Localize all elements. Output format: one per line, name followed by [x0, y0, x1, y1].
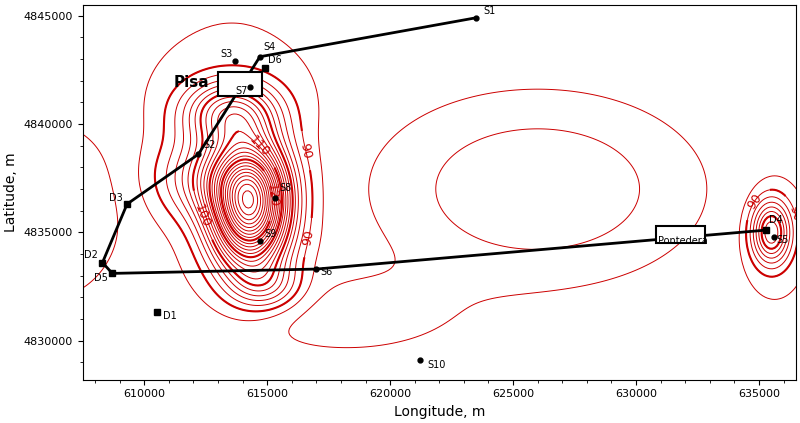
Text: D2: D2 — [84, 250, 98, 261]
Text: 90: 90 — [301, 229, 317, 247]
Text: S5: S5 — [776, 235, 789, 245]
Text: 90: 90 — [786, 204, 800, 223]
Text: 90: 90 — [745, 191, 764, 212]
Text: S9: S9 — [265, 229, 277, 239]
Text: 100: 100 — [192, 202, 213, 229]
Text: 90: 90 — [298, 141, 314, 160]
Bar — [218, 72, 262, 96]
Text: D6: D6 — [269, 55, 282, 66]
Text: 120: 120 — [265, 183, 280, 208]
Text: S8: S8 — [279, 183, 292, 193]
Text: S4: S4 — [263, 42, 276, 52]
Text: S2: S2 — [203, 140, 216, 150]
Text: D5: D5 — [94, 273, 108, 283]
Y-axis label: Latitude, m: Latitude, m — [4, 152, 18, 232]
Text: S10: S10 — [427, 360, 446, 370]
Bar — [656, 226, 705, 243]
Text: S3: S3 — [221, 49, 233, 59]
Text: S6: S6 — [320, 266, 332, 277]
X-axis label: Longitude, m: Longitude, m — [394, 405, 485, 419]
Text: Pontedera: Pontedera — [658, 236, 708, 246]
Text: D3: D3 — [109, 193, 122, 203]
Text: S1: S1 — [483, 5, 496, 16]
Text: Pisa: Pisa — [174, 75, 210, 90]
Text: S7: S7 — [235, 86, 248, 96]
Text: D4: D4 — [769, 214, 782, 225]
Text: D1: D1 — [162, 311, 177, 321]
Text: 110: 110 — [246, 133, 272, 159]
